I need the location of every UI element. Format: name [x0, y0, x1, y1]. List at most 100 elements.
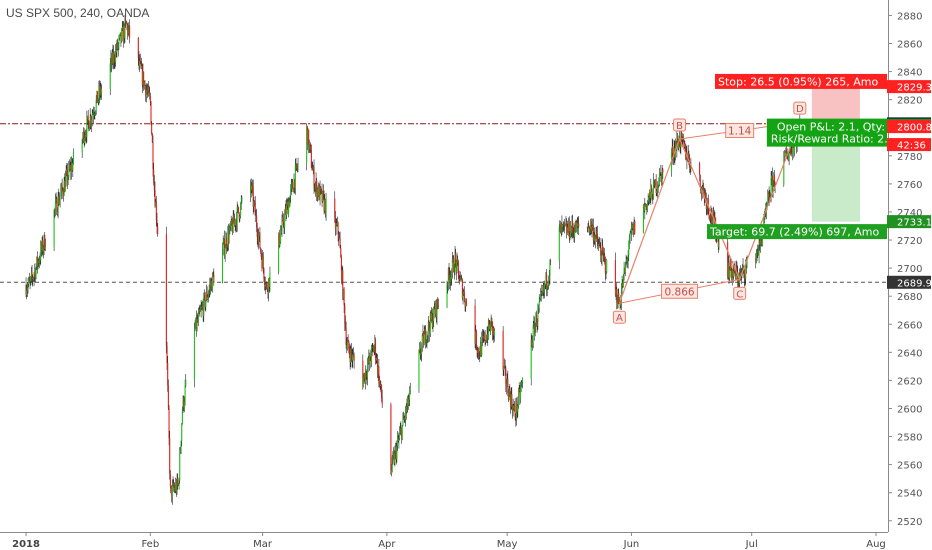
candle-body: [407, 396, 409, 406]
candle-body: [578, 223, 580, 227]
candle-body: [322, 191, 324, 202]
time-tick-label: Jul: [745, 539, 758, 550]
candle-body: [342, 270, 344, 299]
candle-body: [221, 248, 224, 284]
candle-body: [336, 222, 338, 225]
candle-body: [179, 452, 181, 481]
candle-body: [504, 365, 506, 369]
candle-body: [289, 196, 291, 207]
candle-body: [350, 348, 352, 363]
candle-body: [419, 348, 421, 356]
time-tick-label: Aug: [866, 539, 886, 550]
candle-body: [624, 264, 626, 273]
candle-body: [593, 235, 595, 241]
candle-body: [422, 332, 424, 335]
candle-body: [353, 355, 355, 361]
candle-body: [28, 278, 30, 281]
candle-body: [204, 294, 206, 307]
candle-body: [233, 220, 236, 224]
candle-body: [463, 291, 465, 294]
candle-body: [788, 151, 790, 157]
candle-body: [571, 221, 573, 233]
candle-body: [534, 325, 536, 335]
candle-body: [405, 407, 407, 419]
candle-body: [548, 280, 550, 286]
candle-body: [476, 348, 478, 351]
candle-body: [348, 349, 351, 355]
candle-body: [314, 184, 316, 189]
candle-body: [424, 329, 426, 334]
pattern-legs: [618, 121, 801, 304]
candle-body: [396, 445, 398, 460]
candle-body: [432, 320, 434, 328]
candle-body: [285, 208, 287, 216]
candle-body: [604, 258, 606, 273]
candle-body: [755, 253, 757, 263]
candle-body: [646, 202, 649, 210]
candle-body: [97, 99, 99, 103]
candle-body: [755, 257, 757, 263]
candle-body: [618, 302, 620, 304]
candle-body: [456, 259, 458, 272]
candle-body: [486, 333, 488, 342]
candle-body: [144, 82, 146, 86]
candle-body: [603, 255, 605, 257]
price-tick-label: 2760: [897, 180, 922, 191]
candle-body: [239, 204, 242, 217]
candle-body: [143, 71, 145, 87]
candle-body: [256, 227, 258, 237]
candle-body: [170, 485, 172, 487]
candle-body: [54, 208, 56, 211]
candle-body: [542, 285, 544, 293]
candle-body: [116, 42, 118, 53]
candle-body: [783, 156, 785, 185]
candle-body: [521, 382, 523, 386]
target-label: Target: 69.7 (2.49%) 697, Amo: [709, 226, 879, 239]
candle-body: [348, 340, 350, 350]
candle-body: [733, 271, 735, 277]
candle-body: [203, 294, 206, 296]
candle-body: [568, 220, 570, 232]
candle-body: [768, 193, 770, 201]
candle-body: [374, 339, 377, 358]
candle-body: [282, 217, 284, 221]
candle-body: [198, 309, 200, 314]
candle-body: [449, 274, 451, 283]
candle-body: [400, 428, 402, 430]
candle-body: [453, 258, 455, 272]
candle-body: [687, 153, 689, 161]
candle-body: [699, 175, 701, 188]
candle-body: [601, 245, 603, 262]
candle-body: [431, 313, 433, 320]
candle-body: [225, 237, 228, 248]
candle-body: [260, 251, 262, 257]
candle-body: [139, 60, 141, 63]
candle-body: [66, 169, 68, 173]
candle-body: [239, 216, 241, 219]
candle-body: [177, 484, 179, 486]
candle-body: [229, 224, 232, 227]
candle-body: [598, 243, 600, 246]
candle-body: [672, 146, 674, 158]
candle-body: [672, 157, 675, 159]
candle-body: [409, 389, 411, 400]
candle-body: [222, 243, 224, 249]
time-axis[interactable]: 2018 Feb Mar Apr May Jun Jul Aug: [12, 532, 886, 550]
candle-body: [290, 188, 292, 197]
candle-body: [430, 313, 432, 320]
candle-body: [399, 429, 401, 434]
candle-body: [759, 241, 761, 245]
candle-body: [284, 208, 286, 215]
price-tick-label: 2680: [897, 292, 922, 303]
candle-body: [787, 158, 789, 161]
candle-body: [32, 277, 34, 280]
candle-body: [262, 256, 264, 269]
candle-body: [735, 271, 737, 279]
candle-body: [538, 301, 540, 308]
time-tick-label: 2018: [12, 539, 40, 550]
candle-body: [228, 231, 230, 243]
candle-body: [25, 284, 27, 295]
candle-body: [517, 405, 519, 412]
candle-body: [701, 188, 703, 197]
